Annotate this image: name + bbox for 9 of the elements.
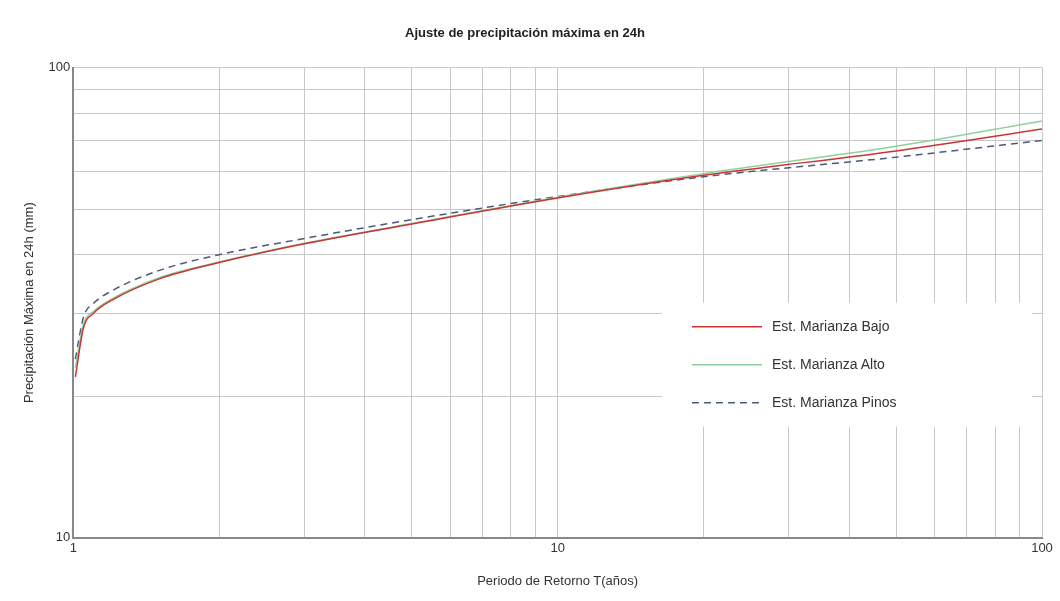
legend-label: Est. Marianza Alto — [772, 355, 886, 372]
x-tick-label: 100 — [1031, 540, 1053, 556]
x-tick-label: 10 — [550, 540, 565, 556]
y-axis-title: Precipitación Máxima en 24h (mm) — [21, 202, 37, 404]
legend-label: Est. Marianza Bajo — [772, 317, 890, 334]
chart-title: Ajuste de precipitación máxima en 24h — [405, 25, 645, 41]
x-axis-title: Periodo de Retorno T(años) — [477, 572, 639, 588]
legend-label: Est. Marianza Pinos — [772, 393, 897, 410]
x-tick-label: 1 — [69, 540, 77, 556]
